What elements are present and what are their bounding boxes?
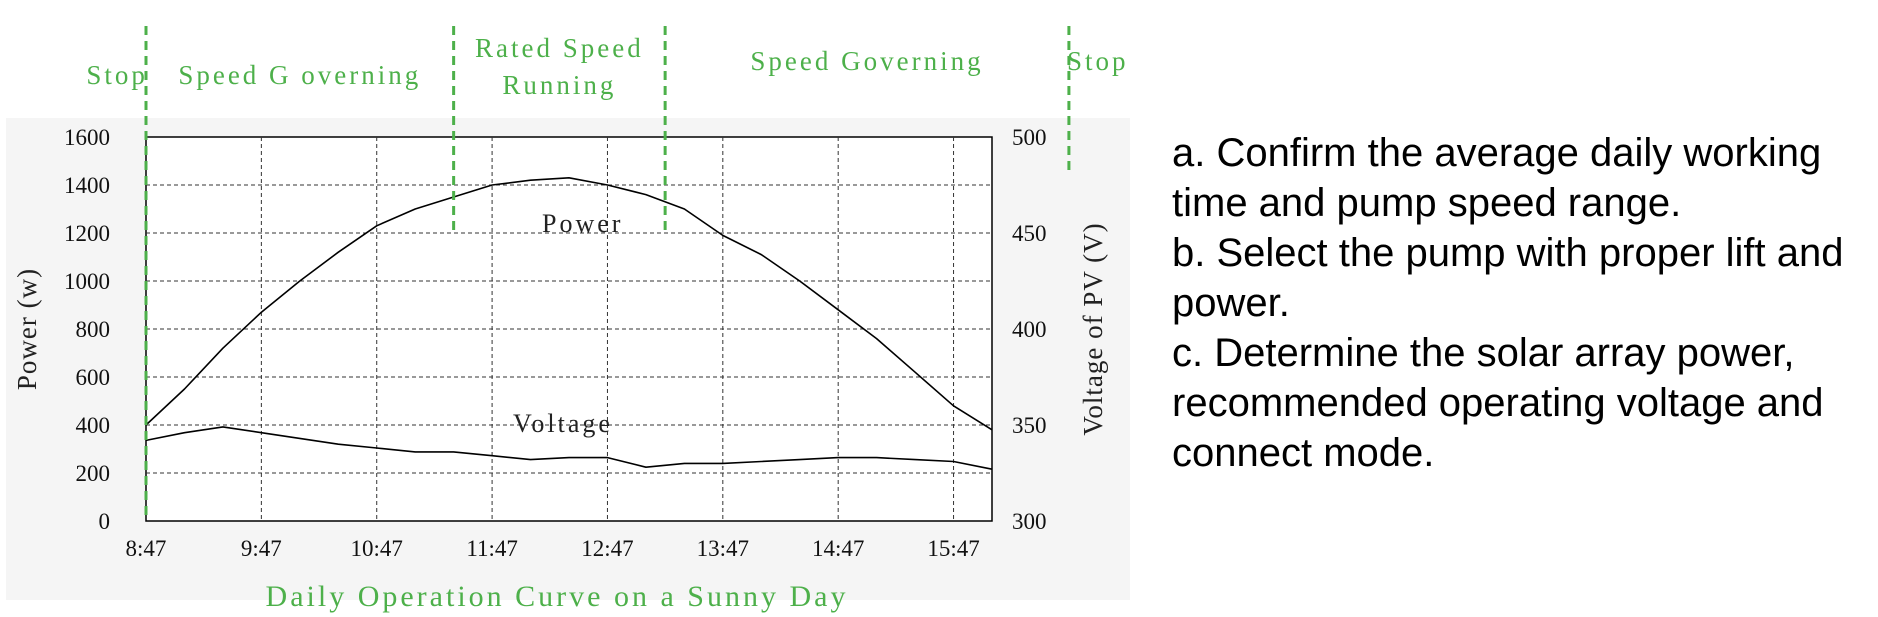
y-tick-label: 1200 xyxy=(64,221,110,246)
phase-label: Rated Speed Running xyxy=(475,33,644,100)
series-line-power xyxy=(145,177,993,431)
series-label-voltage: Voltage xyxy=(513,409,613,438)
y-tick-label: 600 xyxy=(76,365,111,390)
phase-annotations: Stop Speed G overning Rated Speed Running Sp… xyxy=(86,26,1129,521)
y-axis-label-right: Voltage of PV (V) xyxy=(1078,222,1108,435)
phase-label: Stop xyxy=(86,60,148,90)
series-layer xyxy=(145,177,993,470)
x-tick-label: 12:47 xyxy=(581,536,633,561)
notes-list: a. Confirm the average daily working tim… xyxy=(1172,128,1872,478)
phase-label: Speed G overning xyxy=(178,60,421,90)
y2-tick-label: 400 xyxy=(1012,317,1047,342)
y-tick-label: 200 xyxy=(76,461,111,486)
note-c: c. Determine the solar array power, reco… xyxy=(1172,331,1824,475)
note-b: b. Select the pump with proper lift and … xyxy=(1172,231,1844,325)
x-tick-label: 11:47 xyxy=(466,536,518,561)
x-tick-label: 8:47 xyxy=(126,536,167,561)
y-tick-label: 400 xyxy=(76,413,111,438)
y2-tick-label: 350 xyxy=(1012,413,1047,438)
series-label-power: Power xyxy=(542,209,623,238)
note-a: a. Confirm the average daily working tim… xyxy=(1172,131,1822,225)
y2-tick-label: 500 xyxy=(1012,125,1047,150)
grid-lines xyxy=(146,137,992,521)
y2-tick-label: 450 xyxy=(1012,221,1047,246)
x-tick-label: 9:47 xyxy=(241,536,282,561)
y-axis-label-left: Power (w) xyxy=(12,268,42,390)
phase-label: Stop xyxy=(1067,46,1129,76)
y-tick-label: 1600 xyxy=(64,125,110,150)
phase-label: Speed Governing xyxy=(750,46,983,76)
x-tick-label: 15:47 xyxy=(927,536,979,561)
series-line-voltage xyxy=(145,426,993,470)
x-tick-label: 13:47 xyxy=(697,536,749,561)
axis-tick-labels: 0 200 400 600 800 1000 1200 1400 1600 300 350 400 45… xyxy=(64,125,1047,561)
y-tick-label: 0 xyxy=(99,509,111,534)
y-tick-label: 1400 xyxy=(64,173,110,198)
y2-tick-label: 300 xyxy=(1012,509,1047,534)
x-tick-label: 10:47 xyxy=(351,536,403,561)
x-tick-label: 14:47 xyxy=(812,536,864,561)
chart-title: Daily Operation Curve on a Sunny Day xyxy=(266,580,849,613)
y-tick-label: 1000 xyxy=(64,269,110,294)
y-tick-label: 800 xyxy=(76,317,111,342)
